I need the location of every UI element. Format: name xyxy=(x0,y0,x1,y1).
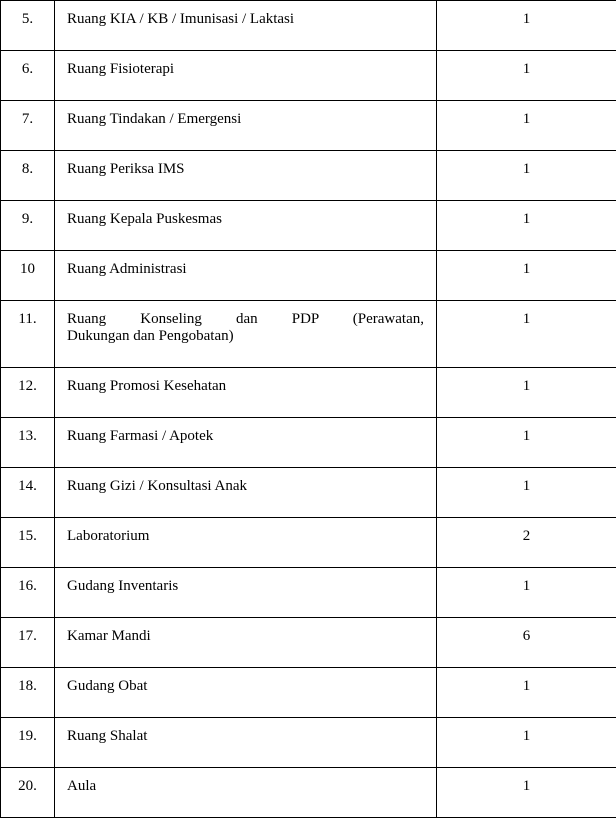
cell-qty: 1 xyxy=(437,418,616,468)
cell-desc: Ruang Promosi Kesehatan xyxy=(55,368,437,418)
cell-no: 19. xyxy=(1,718,55,768)
cell-desc: Ruang Shalat xyxy=(55,718,437,768)
cell-desc: Ruang Periksa IMS xyxy=(55,151,437,201)
cell-qty: 1 xyxy=(437,51,616,101)
cell-no: 13. xyxy=(1,418,55,468)
cell-no: 11. xyxy=(1,301,55,368)
rooms-table-body: 5. Ruang KIA / KB / Imunisasi / Laktasi … xyxy=(1,1,616,818)
cell-desc: Kamar Mandi xyxy=(55,618,437,668)
cell-no: 16. xyxy=(1,568,55,618)
table-row: 18. Gudang Obat 1 xyxy=(1,668,616,718)
table-row: 7. Ruang Tindakan / Emergensi 1 xyxy=(1,101,616,151)
cell-no: 10 xyxy=(1,251,55,301)
cell-qty: 1 xyxy=(437,568,616,618)
cell-desc: Ruang Konseling dan PDP (Perawatan, Duku… xyxy=(55,301,437,368)
table-row: 14. Ruang Gizi / Konsultasi Anak 1 xyxy=(1,468,616,518)
cell-no: 14. xyxy=(1,468,55,518)
cell-qty: 1 xyxy=(437,718,616,768)
cell-qty: 1 xyxy=(437,101,616,151)
table-row: 6. Ruang Fisioterapi 1 xyxy=(1,51,616,101)
cell-no: 12. xyxy=(1,368,55,418)
cell-desc: Ruang Fisioterapi xyxy=(55,51,437,101)
cell-desc: Ruang Administrasi xyxy=(55,251,437,301)
table-row: 5. Ruang KIA / KB / Imunisasi / Laktasi … xyxy=(1,1,616,51)
cell-desc: Gudang Inventaris xyxy=(55,568,437,618)
cell-no: 5. xyxy=(1,1,55,51)
cell-no: 20. xyxy=(1,768,55,818)
cell-desc: Ruang Tindakan / Emergensi xyxy=(55,101,437,151)
table-row: 9. Ruang Kepala Puskesmas 1 xyxy=(1,201,616,251)
cell-desc: Ruang Gizi / Konsultasi Anak xyxy=(55,468,437,518)
table-row: 19. Ruang Shalat 1 xyxy=(1,718,616,768)
table-row: 11. Ruang Konseling dan PDP (Perawatan, … xyxy=(1,301,616,368)
cell-desc-line1: Ruang Konseling dan PDP (Perawatan, xyxy=(67,311,424,328)
cell-qty: 1 xyxy=(437,151,616,201)
table-row: 12. Ruang Promosi Kesehatan 1 xyxy=(1,368,616,418)
cell-desc: Gudang Obat xyxy=(55,668,437,718)
table-row: 8. Ruang Periksa IMS 1 xyxy=(1,151,616,201)
cell-no: 17. xyxy=(1,618,55,668)
rooms-table: 5. Ruang KIA / KB / Imunisasi / Laktasi … xyxy=(0,0,616,818)
cell-qty: 1 xyxy=(437,251,616,301)
cell-desc: Ruang Farmasi / Apotek xyxy=(55,418,437,468)
cell-desc: Aula xyxy=(55,768,437,818)
cell-desc: Ruang KIA / KB / Imunisasi / Laktasi xyxy=(55,1,437,51)
cell-no: 8. xyxy=(1,151,55,201)
cell-no: 15. xyxy=(1,518,55,568)
table-row: 13. Ruang Farmasi / Apotek 1 xyxy=(1,418,616,468)
cell-no: 18. xyxy=(1,668,55,718)
table-row: 16. Gudang Inventaris 1 xyxy=(1,568,616,618)
table-row: 10 Ruang Administrasi 1 xyxy=(1,251,616,301)
cell-desc: Laboratorium xyxy=(55,518,437,568)
cell-qty: 2 xyxy=(437,518,616,568)
cell-no: 6. xyxy=(1,51,55,101)
table-row: 15. Laboratorium 2 xyxy=(1,518,616,568)
cell-qty: 1 xyxy=(437,301,616,368)
cell-qty: 1 xyxy=(437,1,616,51)
cell-qty: 1 xyxy=(437,201,616,251)
cell-qty: 1 xyxy=(437,368,616,418)
table-row: 17. Kamar Mandi 6 xyxy=(1,618,616,668)
cell-qty: 1 xyxy=(437,668,616,718)
cell-desc: Ruang Kepala Puskesmas xyxy=(55,201,437,251)
cell-no: 9. xyxy=(1,201,55,251)
table-row: 20. Aula 1 xyxy=(1,768,616,818)
cell-qty: 6 xyxy=(437,618,616,668)
cell-no: 7. xyxy=(1,101,55,151)
cell-qty: 1 xyxy=(437,468,616,518)
cell-desc-line2: Dukungan dan Pengobatan) xyxy=(67,328,424,345)
cell-qty: 1 xyxy=(437,768,616,818)
